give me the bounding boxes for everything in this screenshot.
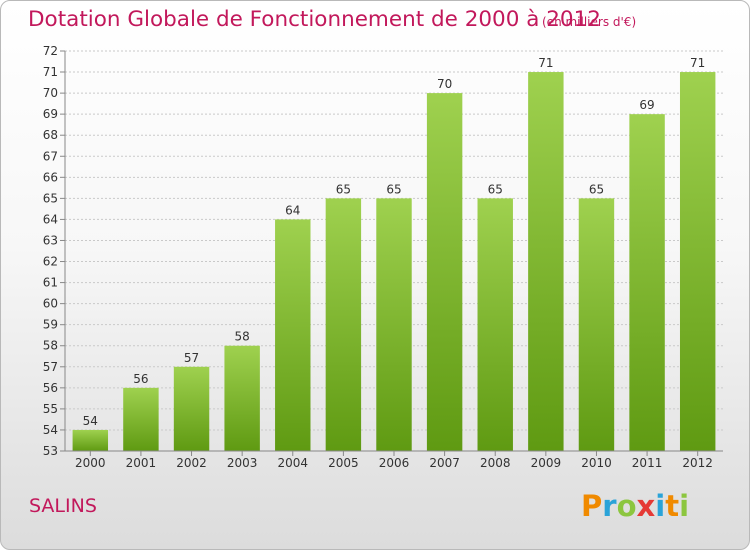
y-tick-label: 68 <box>43 128 58 142</box>
bar <box>224 345 260 451</box>
x-tick-label: 2004 <box>277 456 308 470</box>
bar <box>325 198 362 451</box>
x-tick-label: 2000 <box>75 456 106 470</box>
bar <box>275 219 311 451</box>
y-tick-label: 57 <box>43 360 58 374</box>
data-label: 56 <box>133 372 148 386</box>
bar <box>578 198 615 451</box>
bar <box>123 387 159 451</box>
y-tick-label: 61 <box>43 276 58 290</box>
y-tick-label: 60 <box>43 297 58 311</box>
bar <box>477 198 513 451</box>
x-tick-label: 2011 <box>632 456 663 470</box>
data-label: 57 <box>184 351 199 365</box>
y-tick-label: 54 <box>43 423 58 437</box>
bar <box>72 429 109 451</box>
y-tick-label: 58 <box>43 339 58 353</box>
y-tick-label: 71 <box>43 65 58 79</box>
y-tick-label: 59 <box>43 318 58 332</box>
y-tick-label: 55 <box>43 402 58 416</box>
logo-letter: P <box>581 489 603 523</box>
bar <box>679 72 716 451</box>
y-tick-label: 62 <box>43 255 58 269</box>
y-tick-label: 56 <box>43 381 58 395</box>
data-labels: 54 56 57 58 64 65 65 70 65 71 65 69 71 <box>83 56 706 428</box>
y-tick-label: 64 <box>43 212 58 226</box>
x-tick-label: 2012 <box>682 456 713 470</box>
x-tick-label: 2003 <box>227 456 258 470</box>
y-tick-label: 65 <box>43 191 58 205</box>
commune-name: SALINS <box>29 495 97 517</box>
chart-title: Dotation Globale de Fonctionnement de 20… <box>28 7 601 32</box>
x-axis: 2000 2001 2002 2003 2004 2005 2006 2007 2008 2009… <box>65 450 723 470</box>
y-tick-label: 63 <box>43 233 58 247</box>
bars <box>72 72 716 452</box>
bar <box>426 93 463 452</box>
proxiti-logo[interactable]: Proxiti <box>581 489 689 523</box>
data-label: 65 <box>589 182 604 196</box>
logo-letter: r <box>602 489 617 523</box>
logo-letter: t <box>665 489 680 523</box>
data-label: 58 <box>235 330 250 344</box>
y-tick-label: 67 <box>43 149 58 163</box>
bar <box>528 72 564 451</box>
logo-letter: o <box>616 489 637 523</box>
y-axis: 53 54 55 56 57 58 59 60 61 62 63 64 65 66 67 68 69 70 71 72 <box>43 44 66 458</box>
logo-letter: i <box>679 489 690 523</box>
data-label: 65 <box>386 182 401 196</box>
y-tick-label: 66 <box>43 170 58 184</box>
x-tick-label: 2002 <box>176 456 207 470</box>
y-tick-label: 70 <box>43 86 58 100</box>
bar <box>173 366 210 451</box>
x-tick-label: 2005 <box>328 456 359 470</box>
logo-letter: i <box>655 489 666 523</box>
y-tick-label: 53 <box>43 444 58 458</box>
data-label: 71 <box>538 56 553 70</box>
data-label: 69 <box>639 98 654 112</box>
x-tick-label: 2008 <box>480 456 511 470</box>
data-label: 64 <box>285 203 300 217</box>
x-tick-label: 2010 <box>581 456 612 470</box>
data-label: 65 <box>336 182 351 196</box>
unit-note: (en milliers d'€) <box>542 15 637 29</box>
bar <box>629 114 665 451</box>
data-label: 54 <box>83 414 98 428</box>
bar <box>376 198 412 451</box>
x-tick-label: 2009 <box>531 456 562 470</box>
x-tick-label: 2001 <box>126 456 157 470</box>
data-label: 65 <box>488 182 503 196</box>
logo-letter: x <box>636 489 656 523</box>
y-tick-label: 72 <box>43 44 58 58</box>
x-tick-label: 2007 <box>429 456 460 470</box>
x-tick-label: 2006 <box>379 456 410 470</box>
y-tick-label: 69 <box>43 107 58 121</box>
data-label: 71 <box>690 56 705 70</box>
data-label: 70 <box>437 77 452 91</box>
